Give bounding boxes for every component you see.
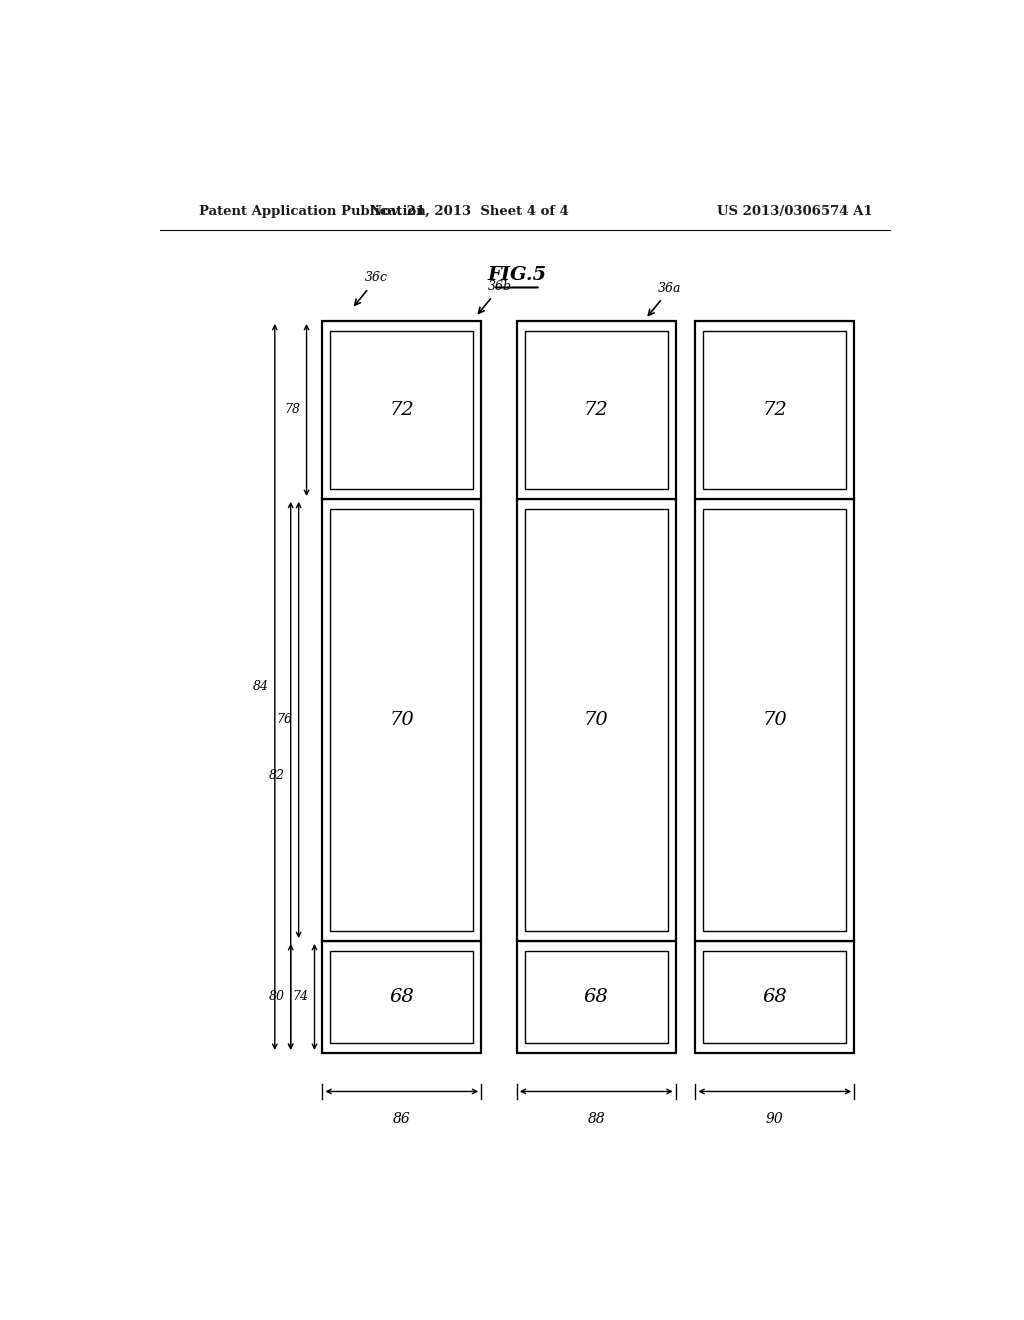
Text: 72: 72 [763,401,787,418]
Bar [517,941,676,1053]
Text: 68: 68 [584,987,608,1006]
Bar [517,321,676,499]
Text: 90: 90 [766,1111,783,1126]
Text: 80: 80 [268,990,285,1003]
Bar [524,952,668,1043]
Text: FIG.5: FIG.5 [487,267,547,284]
Bar [323,321,481,499]
Bar [703,952,846,1043]
Text: 86: 86 [393,1111,411,1126]
Bar [323,941,481,1053]
Bar [331,510,473,931]
Text: 72: 72 [389,401,414,418]
Bar [331,952,473,1043]
Bar [331,331,473,488]
Text: Nov. 21, 2013  Sheet 4 of 4: Nov. 21, 2013 Sheet 4 of 4 [370,205,568,218]
Text: 70: 70 [763,711,787,729]
Bar [323,499,481,941]
Bar [695,321,854,499]
Bar [517,499,676,941]
Bar [703,510,846,931]
Text: 36c: 36c [365,272,387,284]
Bar [703,331,846,488]
Text: 70: 70 [584,711,608,729]
Text: 72: 72 [584,401,608,418]
Text: 76: 76 [276,714,292,726]
Text: US 2013/0306574 A1: US 2013/0306574 A1 [717,205,872,218]
Text: 68: 68 [389,987,414,1006]
Text: 70: 70 [389,711,414,729]
Text: 78: 78 [285,404,300,416]
Bar [524,331,668,488]
Text: 68: 68 [763,987,787,1006]
Text: 84: 84 [253,680,268,693]
Bar [524,510,668,931]
Bar [695,499,854,941]
Text: 36b: 36b [488,280,512,293]
Text: Patent Application Publication: Patent Application Publication [200,205,426,218]
Text: 82: 82 [268,770,285,783]
Text: 74: 74 [292,990,308,1003]
Bar [695,941,854,1053]
Text: 88: 88 [588,1111,605,1126]
Text: 36a: 36a [658,281,682,294]
